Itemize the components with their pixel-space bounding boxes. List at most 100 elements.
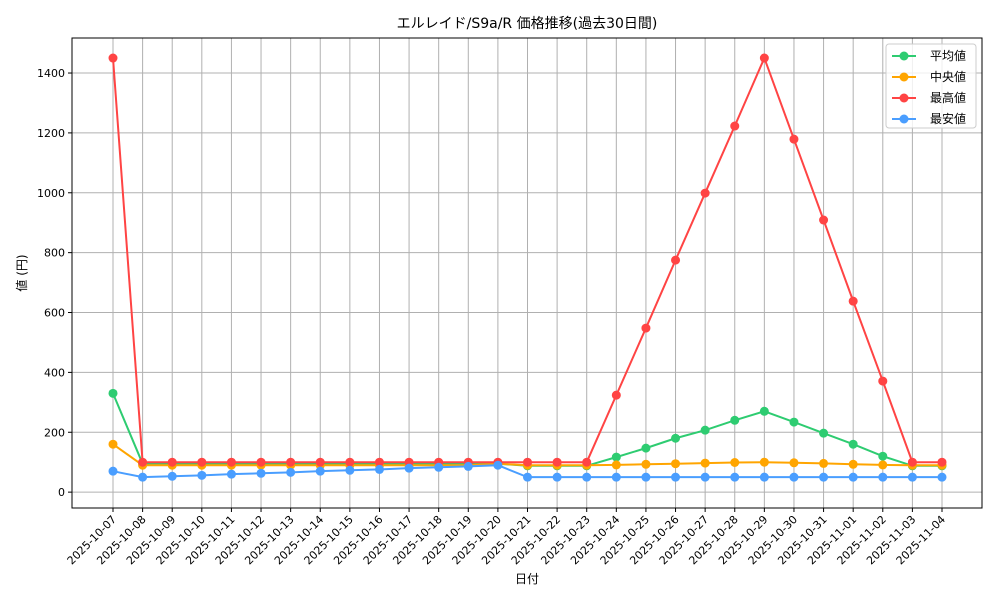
data-point: [434, 462, 444, 472]
data-point: [819, 428, 829, 438]
y-tick-label: 400: [44, 366, 65, 379]
legend-label: 平均値: [930, 48, 966, 63]
data-point: [493, 460, 503, 470]
data-point: [374, 457, 384, 467]
data-point: [611, 472, 621, 482]
data-point: [315, 457, 325, 467]
y-tick-label: 800: [44, 247, 65, 260]
data-point: [878, 472, 888, 482]
data-point: [641, 459, 651, 469]
data-point: [878, 451, 888, 461]
data-point: [108, 53, 118, 63]
data-point: [759, 406, 769, 416]
data-point: [730, 472, 740, 482]
data-point: [582, 472, 592, 482]
y-tick-label: 1000: [37, 187, 65, 200]
data-point: [937, 457, 947, 467]
data-point: [138, 472, 148, 482]
data-point: [848, 296, 858, 306]
data-point: [937, 472, 947, 482]
legend-label: 中央値: [930, 69, 966, 84]
data-point: [819, 472, 829, 482]
data-point: [907, 472, 917, 482]
data-point: [256, 468, 266, 478]
x-axis: 2025-10-072025-10-082025-10-092025-10-10…: [65, 508, 948, 567]
data-point: [138, 457, 148, 467]
data-point: [848, 459, 858, 469]
y-tick-label: 1400: [37, 67, 65, 80]
data-point: [759, 472, 769, 482]
y-tick-label: 0: [58, 486, 65, 499]
data-point: [167, 471, 177, 481]
data-point: [700, 472, 710, 482]
grid: [72, 38, 982, 508]
data-point: [789, 472, 799, 482]
y-tick-label: 600: [44, 307, 65, 320]
data-point: [878, 376, 888, 386]
data-point: [759, 457, 769, 467]
data-point: [552, 472, 562, 482]
y-tick-label: 1200: [37, 127, 65, 140]
data-point: [286, 467, 296, 477]
data-point: [878, 460, 888, 470]
data-point: [226, 469, 236, 479]
data-point: [848, 439, 858, 449]
data-point: [730, 121, 740, 131]
data-point: [611, 460, 621, 470]
legend-marker: [899, 72, 909, 82]
data-point: [730, 415, 740, 425]
data-point: [789, 134, 799, 144]
data-point: [819, 215, 829, 225]
series-group: [108, 53, 947, 482]
data-point: [167, 457, 177, 467]
data-point: [611, 390, 621, 400]
data-point: [671, 255, 681, 265]
data-point: [611, 452, 621, 462]
legend-marker: [899, 51, 909, 61]
data-point: [700, 458, 710, 468]
legend-marker: [899, 114, 909, 124]
data-point: [345, 457, 355, 467]
chart-title: エルレイド/S9a/R 価格推移(過去30日間): [397, 16, 658, 32]
data-point: [671, 459, 681, 469]
y-tick-label: 200: [44, 426, 65, 439]
data-point: [789, 417, 799, 427]
data-point: [523, 457, 532, 467]
data-point: [404, 463, 414, 473]
series-2: [108, 53, 947, 467]
data-point: [907, 457, 917, 467]
data-point: [374, 464, 384, 474]
data-point: [700, 188, 710, 198]
data-point: [463, 461, 473, 471]
data-point: [108, 439, 118, 449]
data-point: [552, 457, 562, 467]
data-point: [108, 466, 118, 476]
legend-marker: [899, 93, 909, 103]
y-axis: 0 200 400 600 800 1000 1200 1400: [37, 67, 72, 499]
data-point: [197, 470, 207, 480]
data-point: [226, 457, 236, 467]
data-point: [819, 458, 829, 468]
data-point: [759, 53, 769, 63]
legend-frame: [885, 43, 977, 129]
data-point: [848, 472, 858, 482]
data-point: [256, 457, 266, 467]
data-point: [582, 457, 592, 467]
legend-label: 最高値: [930, 90, 966, 105]
legend-label: 最安値: [930, 111, 966, 126]
data-point: [730, 457, 740, 467]
data-point: [700, 425, 710, 435]
data-point: [345, 465, 355, 475]
data-point: [286, 457, 296, 467]
data-point: [315, 466, 325, 476]
data-point: [641, 472, 651, 482]
y-axis-label: 値 (円): [14, 254, 29, 291]
data-point: [108, 388, 118, 398]
x-axis-label: 日付: [515, 572, 539, 586]
data-point: [671, 433, 681, 443]
data-point: [789, 458, 799, 468]
data-point: [523, 472, 532, 482]
data-point: [641, 443, 651, 453]
